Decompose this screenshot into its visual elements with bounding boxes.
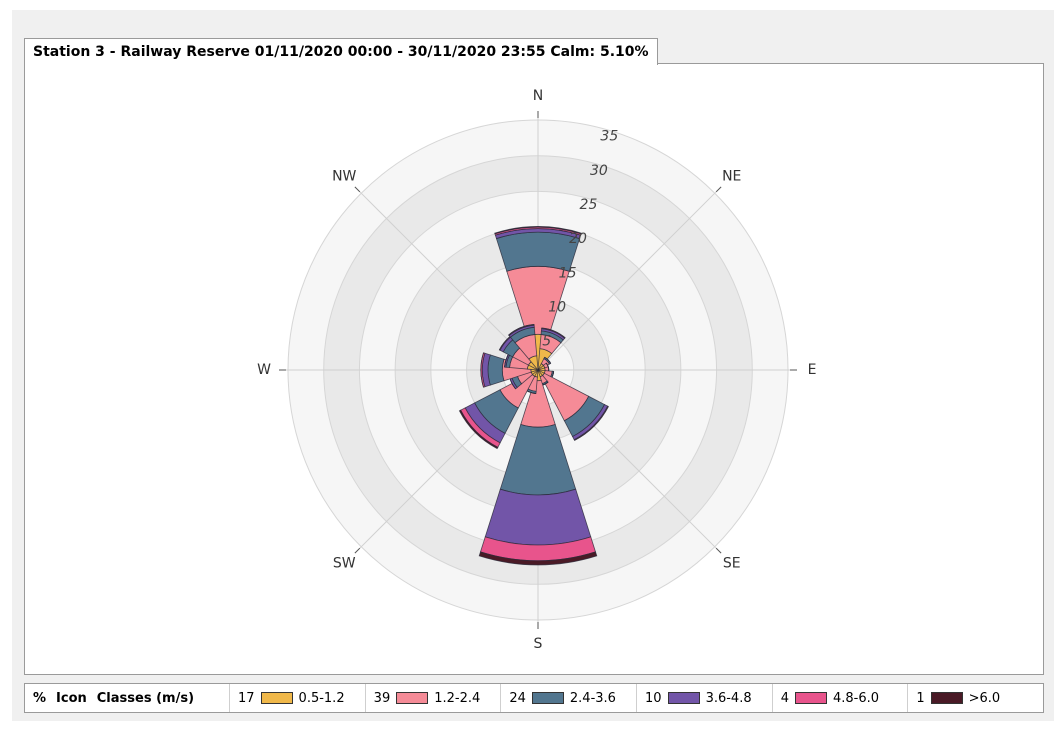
legend-label: 0.5-1.2 [298,690,345,706]
legend-percent: 10 [645,690,662,706]
legend-entry: 10 3.6-4.8 [637,684,773,712]
wind-segment [458,409,499,450]
direction-label: SW [333,556,356,572]
legend-header-text: Classes (m/s) [96,690,195,706]
legend-percent: 39 [373,690,391,706]
spoke-tick [354,547,361,554]
legend-header-text: Icon [56,690,87,706]
legend-percent: 1 [916,690,925,706]
spoke [537,187,721,371]
legend-label: >6.0 [968,690,1001,706]
chart: N NE E SE S SW W NW 5 10 15 20 25 30 35 [257,88,817,652]
direction-label: S [534,636,543,652]
wind-segment [541,327,566,339]
legend-entry: 4 4.8-6.0 [773,684,909,712]
wind-segment [574,406,609,441]
wind-segment [487,354,505,386]
legend-entry: 39 1.2-2.4 [366,684,502,712]
legend-header: % Icon Classes (m/s) [25,684,230,712]
r-tick-label: 10 [548,299,566,315]
legend-entry: 24 2.4-3.6 [501,684,638,712]
direction-label: NW [332,168,356,184]
legend-swatch [794,692,827,704]
chart-title: Station 3 - Railway Reserve 01/11/2020 0… [24,38,658,65]
wind-segment [478,551,598,566]
r-tick-label: 15 [559,265,577,281]
spoke-tick [354,186,361,193]
legend-swatch [396,692,429,704]
direction-label: W [257,362,271,378]
direction-label: E [808,362,817,378]
legend-swatch [667,692,700,704]
legend-entry: 1 >6.0 [908,684,1043,712]
legend-percent: 24 [509,690,526,706]
legend-label: 4.8-6.0 [832,690,880,706]
r-tick-label: 30 [590,163,608,179]
direction-label: SE [723,556,741,572]
legend-percent: 4 [780,690,789,706]
spoke-tick [715,186,722,193]
legend-swatch [930,692,963,704]
legend-header-text: % [33,690,47,706]
legend-label: 2.4-3.6 [569,690,616,706]
chart-area: N NE E SE S SW W NW 5 10 15 20 25 30 35 [24,63,1044,675]
legend-swatch [260,692,293,704]
wind-segment [494,226,582,235]
spoke-tick [715,547,722,554]
r-tick-label: 35 [600,129,618,145]
r-tick-label: 20 [569,231,587,247]
legend: % Icon Classes (m/s) 17 0.5-1.2 39 1.2-2.4 2… [24,683,1044,713]
wind-segment [508,324,535,336]
legend-label: 1.2-2.4 [434,690,481,706]
legend-label: 3.6-4.8 [705,690,752,706]
r-tick-label: 25 [580,197,598,213]
direction-label: N [533,88,543,104]
direction-label: NE [722,168,741,184]
wind-segment [484,488,592,546]
r-tick-label: 5 [542,334,551,350]
legend-entry: 17 0.5-1.2 [230,684,366,712]
legend-swatch [531,692,564,704]
legend-percent: 17 [238,690,255,706]
